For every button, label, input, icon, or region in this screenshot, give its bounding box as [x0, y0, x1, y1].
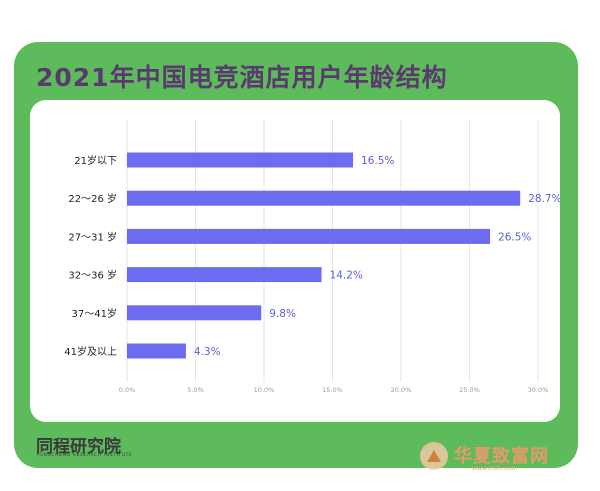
- x-tick-label: 5.0%: [187, 386, 204, 394]
- watermark-text: 华夏致富网: [454, 446, 549, 467]
- value-label: 26.5%: [498, 231, 531, 243]
- x-tick-label: 20.0%: [391, 386, 412, 394]
- bar: [127, 152, 354, 168]
- chart-title: 2021年中国电竞酒店用户年龄结构: [36, 63, 448, 92]
- value-label: 9.8%: [269, 308, 296, 320]
- category-label: 22～26 岁: [68, 192, 117, 205]
- bar: [127, 343, 186, 359]
- watermark-logo-icon: [420, 442, 448, 470]
- category-label: 27～31 岁: [68, 230, 117, 243]
- category-label: 32～36 岁: [68, 269, 117, 282]
- value-label: 14.2%: [330, 270, 363, 282]
- value-label: 16.5%: [361, 155, 394, 167]
- value-label: 28.7%: [528, 193, 560, 205]
- watermark: 华夏致富网 www.cnlfx.com: [420, 440, 578, 474]
- bar: [127, 267, 322, 283]
- x-tick-label: 25.0%: [459, 386, 480, 394]
- x-tick-label: 0.0%: [119, 386, 136, 394]
- brand-subtitle: TONGCHENG RESEARCH INSTITUTE: [36, 453, 133, 458]
- x-tick-label: 30.0%: [528, 386, 549, 394]
- bar: [127, 305, 262, 321]
- bar: [127, 190, 521, 206]
- x-tick-label: 15.0%: [322, 386, 343, 394]
- category-label: 37～41岁: [72, 307, 117, 320]
- chart-panel: 0.0% 5.0% 10.0% 15.0% 20.0% 25.0% 30.0% 21岁以下 16…: [30, 100, 560, 422]
- bar-chart: 0.0% 5.0% 10.0% 15.0% 20.0% 25.0% 30.0% 21岁以下 16…: [64, 120, 560, 394]
- category-label: 21岁以下: [74, 154, 117, 167]
- value-label: 4.3%: [194, 346, 221, 358]
- x-tick-label: 10.0%: [254, 386, 275, 394]
- bar: [127, 228, 491, 244]
- brand-name: 同程研究院: [36, 437, 121, 457]
- category-label: 41岁及以上: [64, 345, 117, 358]
- watermark-url: www.cnlfx.com: [472, 465, 518, 472]
